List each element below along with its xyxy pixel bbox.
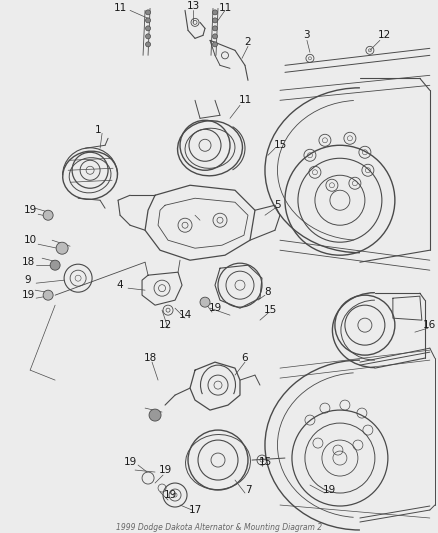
Circle shape	[43, 210, 53, 220]
Circle shape	[212, 26, 217, 31]
Circle shape	[145, 42, 150, 47]
Text: 14: 14	[178, 310, 191, 320]
Circle shape	[56, 242, 68, 254]
Text: 12: 12	[378, 30, 391, 41]
Text: 18: 18	[143, 353, 156, 363]
Text: 19: 19	[123, 457, 136, 467]
Text: 7: 7	[244, 485, 251, 495]
Text: 19: 19	[158, 465, 171, 475]
Text: 16: 16	[422, 320, 435, 330]
Circle shape	[145, 18, 150, 23]
Circle shape	[212, 18, 217, 23]
Circle shape	[145, 10, 150, 15]
Text: 1999 Dodge Dakota Alternator & Mounting Diagram 2: 1999 Dodge Dakota Alternator & Mounting …	[116, 522, 321, 531]
Circle shape	[145, 34, 150, 39]
Text: 11: 11	[113, 3, 127, 13]
Text: 1: 1	[95, 125, 101, 135]
Circle shape	[149, 409, 161, 421]
Text: 15: 15	[263, 305, 276, 315]
Text: 13: 13	[186, 2, 199, 11]
Text: 6: 6	[241, 353, 248, 363]
Circle shape	[200, 297, 209, 307]
Text: 19: 19	[163, 490, 176, 500]
Circle shape	[145, 26, 150, 31]
Text: 11: 11	[218, 3, 231, 13]
Text: 12: 12	[158, 320, 171, 330]
Text: 15: 15	[258, 457, 271, 467]
Circle shape	[212, 10, 217, 15]
Text: 5: 5	[274, 200, 281, 210]
Text: 2: 2	[244, 37, 251, 47]
Text: 19: 19	[24, 205, 37, 215]
Text: 15: 15	[273, 140, 286, 150]
Text: 18: 18	[21, 257, 35, 267]
Text: 11: 11	[238, 95, 251, 106]
Circle shape	[212, 34, 217, 39]
Text: 19: 19	[208, 303, 221, 313]
Circle shape	[43, 290, 53, 300]
Text: 19: 19	[322, 485, 336, 495]
Text: 4: 4	[117, 280, 123, 290]
Text: 17: 17	[188, 505, 201, 515]
Text: 9: 9	[25, 275, 32, 285]
Text: 8: 8	[264, 287, 271, 297]
Text: 10: 10	[24, 235, 37, 245]
Circle shape	[50, 260, 60, 270]
Circle shape	[212, 42, 217, 47]
Text: 19: 19	[21, 290, 35, 300]
Text: 3: 3	[303, 30, 310, 41]
